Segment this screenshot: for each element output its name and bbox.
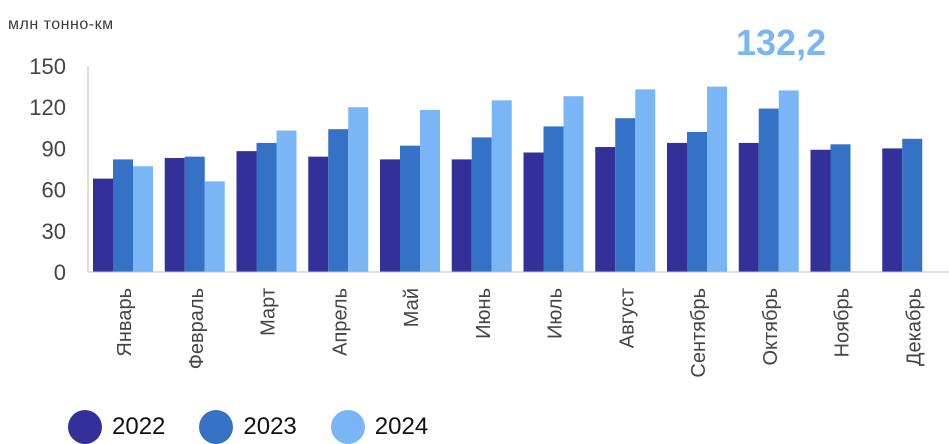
legend-item-2023: 2023 — [199, 410, 297, 444]
y-axis-ticks: 0 30 60 90 120 150 — [29, 54, 66, 285]
bar-2024-7 — [563, 96, 584, 272]
y-tick-label: 30 — [42, 219, 66, 244]
bar-2022-3 — [236, 151, 257, 272]
highlight-value-callout: 132,2 — [736, 22, 827, 63]
bar-2022-5 — [380, 159, 400, 272]
y-tick-label: 60 — [42, 178, 66, 203]
x-tick-label: Июнь — [473, 288, 495, 339]
legend-swatch-2022 — [68, 410, 102, 444]
bar-2023-3 — [256, 142, 277, 272]
bar-2022-4 — [308, 156, 329, 272]
legend-label-2024: 2024 — [374, 413, 429, 440]
bar-2024-5 — [420, 109, 440, 273]
bar-2022-7 — [523, 152, 544, 272]
x-tick-label: Февраль — [186, 288, 208, 369]
legend-swatch-2023 — [199, 410, 234, 444]
bar-2022-9 — [667, 142, 687, 272]
x-tick-label: Ноябрь — [832, 288, 854, 357]
x-tick-label: Январь — [114, 288, 136, 357]
bar-2023-6 — [471, 137, 492, 272]
x-tick-label: Апрель — [329, 288, 351, 356]
bar-2024-3 — [276, 130, 297, 272]
bar-2024-2 — [204, 181, 225, 272]
bar-2024-8 — [635, 89, 656, 272]
bar-2022-6 — [451, 159, 472, 272]
legend: 2022 2023 2024 — [68, 410, 462, 444]
bar-2022-1 — [93, 178, 113, 272]
y-tick-label: 0 — [54, 260, 66, 285]
bar-2022-2 — [164, 158, 185, 272]
bar-2023-8 — [615, 118, 636, 272]
bar-2022-12 — [882, 148, 903, 272]
legend-label-2023: 2023 — [243, 413, 297, 440]
x-tick-label: Декабрь — [903, 288, 925, 366]
bar-2024-4 — [348, 107, 369, 272]
bars-group — [93, 86, 923, 273]
bar-2023-10 — [758, 108, 779, 272]
bar-2022-8 — [595, 147, 616, 272]
bar-2023-2 — [184, 156, 205, 272]
bar-2022-11 — [810, 149, 831, 272]
bar-2023-11 — [830, 144, 851, 272]
bar-2023-4 — [328, 129, 349, 272]
bar-2024-9 — [707, 86, 727, 272]
legend-item-2022: 2022 — [68, 410, 165, 444]
bar-2023-12 — [902, 138, 923, 272]
y-tick-label: 150 — [29, 54, 66, 79]
x-tick-label: Октябрь — [760, 288, 782, 366]
y-tick-label: 90 — [42, 136, 66, 161]
bar-2022-10 — [738, 142, 759, 272]
x-tick-label: Август — [616, 288, 638, 348]
x-axis-ticks: Январь Февраль Март Апрель Май Июнь Июль Август… — [114, 288, 925, 378]
legend-item-2024: 2024 — [330, 410, 429, 444]
x-tick-label: Июль — [545, 288, 567, 339]
bar-2023-5 — [400, 145, 420, 272]
legend-swatch-2024 — [330, 410, 365, 444]
bar-2024-1 — [133, 166, 153, 272]
x-tick-label: Май — [401, 288, 423, 327]
y-axis-unit-label: млн тонно-км — [8, 16, 114, 33]
bar-2023-9 — [687, 131, 707, 272]
x-tick-label: Март — [258, 288, 280, 336]
legend-label-2022: 2022 — [112, 413, 166, 440]
bar-2024-6 — [491, 100, 512, 272]
bar-2023-1 — [113, 159, 133, 272]
bar-2023-7 — [543, 126, 564, 272]
bar-2024-10 — [778, 90, 799, 272]
y-tick-label: 120 — [29, 95, 66, 120]
x-tick-label: Сентябрь — [688, 288, 710, 378]
